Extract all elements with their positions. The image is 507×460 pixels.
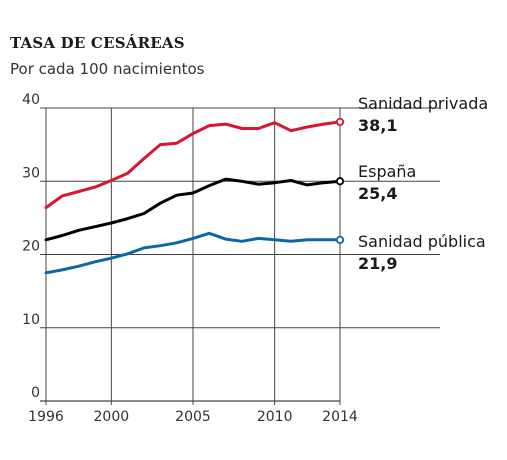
y-tick-label: 20	[22, 239, 40, 255]
x-tick-label: 2005	[175, 409, 211, 425]
series-lines	[44, 117, 345, 275]
chart-title: TASA DE CESÁREAS	[10, 34, 185, 52]
x-tick-label: 2000	[94, 409, 130, 425]
series-name-label: España	[358, 162, 416, 181]
x-tick-label: 1996	[28, 409, 64, 425]
chart-subtitle: Por cada 100 nacimientos	[10, 60, 205, 78]
series-end-marker	[335, 235, 345, 244]
y-tick-label: 40	[22, 92, 40, 108]
y-tick-label: 10	[22, 312, 40, 328]
series-name-label: Sanidad pública	[358, 232, 486, 251]
x-tick-label: 2010	[257, 409, 293, 425]
tick-labels: 0 10 20 30 40 1996 2000 2005 2010 2014	[22, 92, 358, 425]
series-line	[44, 231, 342, 275]
series-end-marker	[335, 117, 345, 127]
y-tick-label: 0	[31, 385, 40, 401]
series-value-label: 21,9	[358, 254, 397, 273]
series-line	[44, 120, 342, 210]
series-name-label: Sanidad privada	[358, 94, 488, 113]
series-value-label: 25,4	[358, 184, 397, 203]
series-line	[44, 177, 342, 242]
series-value-label: 38,1	[358, 116, 397, 135]
series-end-marker	[335, 177, 345, 186]
y-tick-label: 30	[22, 165, 40, 181]
x-tick-label: 2014	[322, 409, 358, 425]
grid-lines	[40, 107, 440, 405]
series-labels: Sanidad privada 38,1 España 25,4 Sanidad púb…	[358, 94, 488, 273]
